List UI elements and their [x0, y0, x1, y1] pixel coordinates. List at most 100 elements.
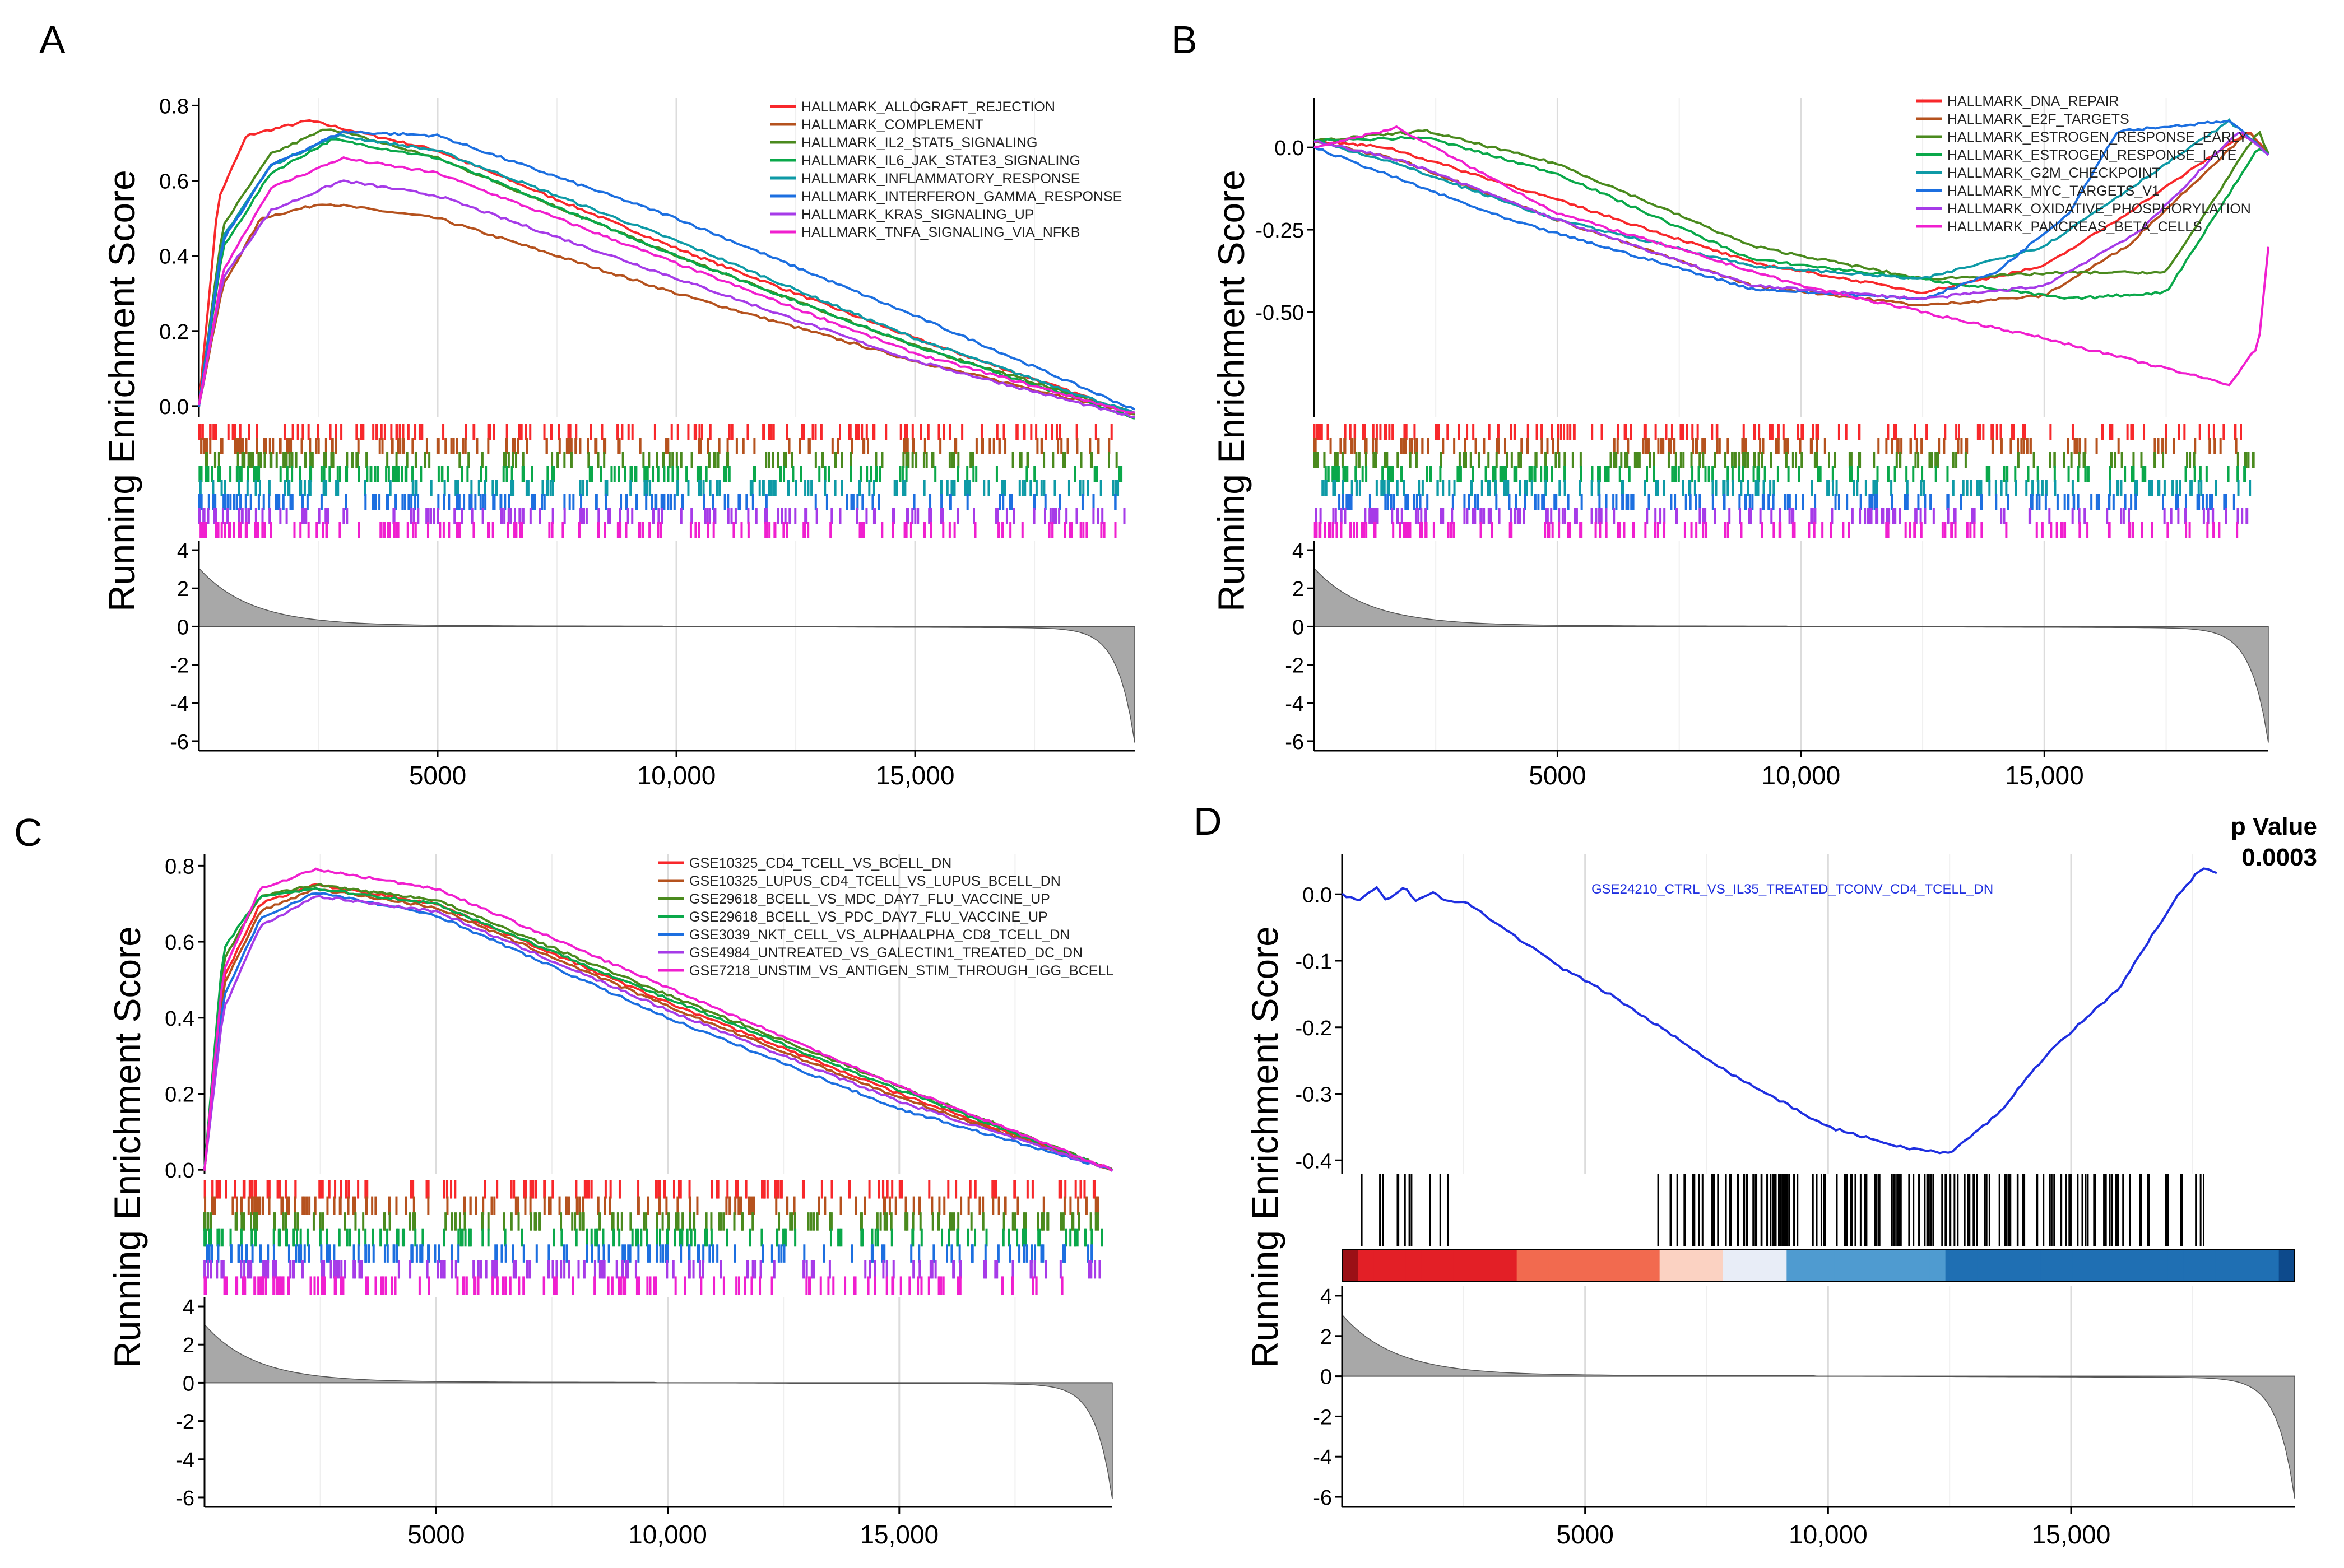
rank-color-segment [2104, 1249, 2121, 1282]
es-y-tick-label: -0.3 [1296, 1083, 1332, 1107]
rank-color-segment [1723, 1249, 1740, 1282]
rank-color-segment [1850, 1249, 1867, 1282]
rank-color-segment [2167, 1249, 2184, 1282]
rank-color-segment [1469, 1249, 1486, 1282]
rank-y-tick-label: -2 [175, 1411, 194, 1434]
x-tick-label: 15,000 [860, 1520, 939, 1549]
rank-color-segment [1453, 1249, 1470, 1282]
rank-y-tick-label: -4 [1313, 1446, 1332, 1469]
x-tick-label: 5000 [1557, 1520, 1614, 1549]
panel-label-c: C [14, 811, 43, 854]
rank-y-tick-label: -6 [170, 731, 189, 754]
x-tick-label: 5000 [409, 761, 466, 790]
rank-y-tick-label: 2 [1320, 1325, 1332, 1349]
rank-color-segment [1580, 1249, 1597, 1282]
legend-label: GSE29618_BCELL_VS_PDC_DAY7_FLU_VACCINE_U… [689, 909, 1048, 925]
legend-label: HALLMARK_E2F_TARGETS [1947, 111, 2129, 127]
rank-color-segment [2183, 1249, 2200, 1282]
rank-color-segment [1882, 1249, 1899, 1282]
y-axis-label: Running Enrichment Score [101, 170, 142, 612]
legend-label: GSE7218_UNSTIM_VS_ANTIGEN_STIM_THROUGH_I… [689, 963, 1113, 979]
series-line-5 [1313, 120, 2269, 301]
rank-y-tick-label: 4 [1292, 539, 1304, 563]
rank-color-segment [2247, 1249, 2264, 1282]
rank-y-tick-label: -2 [1285, 654, 1304, 678]
x-tick-label: 10,000 [637, 761, 716, 790]
rank-y-tick-label: -6 [1285, 731, 1304, 754]
series-line-7 [198, 156, 1135, 414]
rank-color-segment [1516, 1249, 1533, 1282]
rank-color-segment [1691, 1249, 1708, 1282]
rank-color-segment [2263, 1249, 2280, 1282]
rank-y-tick-label: 0 [183, 1372, 194, 1395]
ranked-metric-area [204, 1323, 1113, 1499]
rank-color-segment [1707, 1249, 1724, 1282]
series-line-7 [1314, 125, 2269, 387]
es-y-tick-label: 0.0 [1274, 137, 1304, 160]
es-y-tick-label: 0.2 [159, 320, 189, 344]
x-tick-label: 5000 [1529, 761, 1586, 790]
legend-label: GSE10325_CD4_TCELL_VS_BCELL_DN [689, 855, 951, 871]
series-line-3 [203, 887, 1113, 1171]
rank-color-segment [1771, 1249, 1788, 1282]
legend-label: HALLMARK_ESTROGEN_RESPONSE_LATE [1947, 147, 2236, 163]
series-line-6 [1313, 131, 2269, 301]
es-y-tick-label: -0.1 [1296, 950, 1332, 974]
x-tick-label: 10,000 [628, 1520, 707, 1549]
rank-y-tick-label: -6 [175, 1487, 194, 1510]
series-line-4 [203, 892, 1113, 1172]
rank-color-segment [1390, 1249, 1407, 1282]
rank-y-tick-label: -4 [175, 1449, 194, 1472]
rank-color-segment [1914, 1249, 1930, 1282]
rank-y-tick-label: 4 [177, 539, 189, 563]
series-line-5 [203, 895, 1113, 1172]
rank-color-segment [1596, 1249, 1613, 1282]
rank-color-segment [1945, 1249, 1962, 1282]
series-line-1 [198, 203, 1135, 416]
rank-color-segment [1739, 1249, 1756, 1282]
rank-color-segment [1866, 1249, 1883, 1282]
panel-b: Running Enrichment Score 0.0 -0.25 -0.50 HAL… [1210, 94, 2269, 790]
rank-color-segment [1993, 1249, 2009, 1282]
rank-color-segment [1802, 1249, 1819, 1282]
legend-label: GSE3039_NKT_CELL_VS_ALPHAALPHA_CD8_TCELL… [689, 927, 1070, 943]
es-y-tick-label: -0.25 [1255, 219, 1304, 243]
series-line-0 [203, 883, 1113, 1172]
es-y-tick-label: 0.0 [1302, 883, 1332, 907]
pvalue-value: 0.0003 [2241, 844, 2317, 871]
es-y-tick-label: -0.4 [1296, 1150, 1332, 1173]
es-y-tick-label: 0.2 [165, 1083, 194, 1107]
pvalue-title: p Value [2231, 813, 2317, 840]
es-y-tick-label: -0.50 [1255, 301, 1304, 325]
rank-color-segment [1961, 1249, 1978, 1282]
rank-color-segment [1818, 1249, 1835, 1282]
legend-label: HALLMARK_ESTROGEN_RESPONSE_EARLY [1947, 129, 2248, 145]
rank-color-segment [2009, 1249, 2026, 1282]
rank-color-segment [1564, 1249, 1581, 1282]
rank-color-segment [1342, 1249, 1359, 1282]
rank-y-tick-label: 2 [1292, 578, 1304, 601]
rank-y-tick-label: -4 [170, 692, 189, 716]
panel-label-a: A [39, 18, 66, 62]
rank-color-segment [1358, 1249, 1375, 1282]
rank-y-tick-label: 0 [1292, 616, 1304, 639]
legend-label: GSE29618_BCELL_VS_MDC_DAY7_FLU_VACCINE_U… [689, 891, 1050, 907]
rank-y-tick-label: -2 [170, 654, 189, 678]
rank-color-segment [2040, 1249, 2057, 1282]
rank-color-segment [2136, 1249, 2152, 1282]
ranked-metric-area [198, 567, 1135, 743]
rank-color-segment [1628, 1249, 1645, 1282]
y-axis-label: Running Enrichment Score [1210, 170, 1252, 612]
rank-color-segment [1834, 1249, 1851, 1282]
series-line-0 [1341, 867, 2217, 1155]
rank-color-segment [2072, 1249, 2089, 1282]
rank-y-tick-label: 4 [1320, 1285, 1332, 1309]
rank-y-tick-label: -2 [1313, 1406, 1332, 1429]
series-line-5 [198, 129, 1136, 411]
es-y-tick-label: 0.4 [159, 245, 189, 269]
rank-color-segment [1421, 1249, 1438, 1282]
rank-color-segment [1754, 1249, 1771, 1282]
x-tick-label: 10,000 [1789, 1520, 1868, 1549]
rank-color-segment [2025, 1249, 2041, 1282]
